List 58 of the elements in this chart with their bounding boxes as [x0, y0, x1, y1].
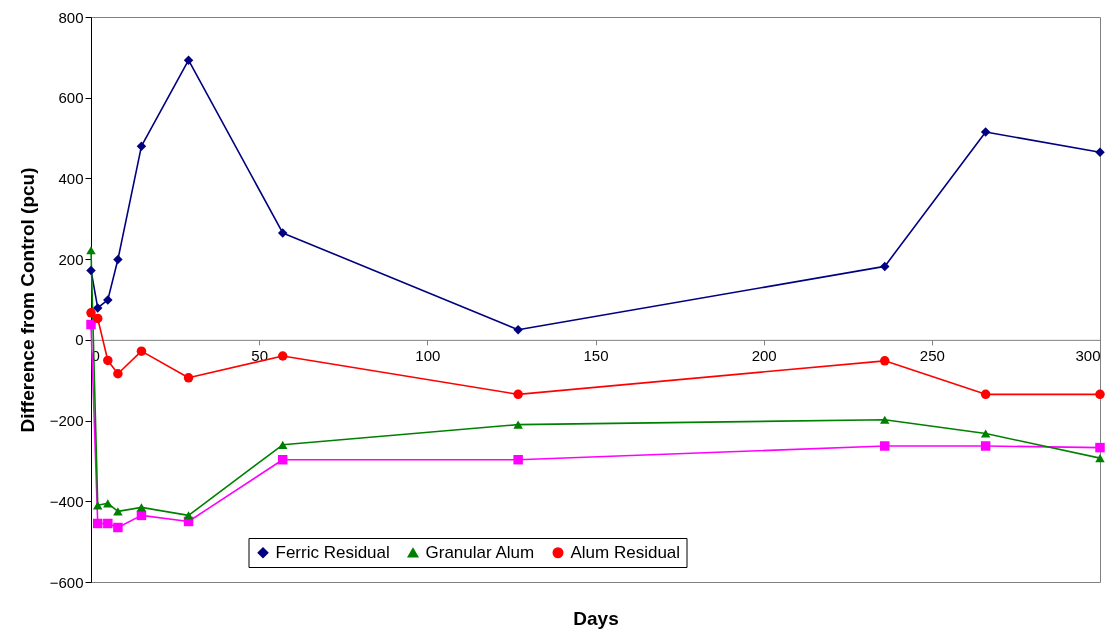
point: [136, 346, 147, 356]
point: [980, 429, 991, 438]
x-tick-label: 100: [415, 347, 441, 365]
point: [980, 127, 991, 137]
point: [103, 295, 113, 305]
point: [880, 415, 890, 424]
x-axis-title: Days: [573, 607, 619, 629]
point: [513, 389, 523, 400]
legend-label: Granular Alum: [425, 542, 535, 562]
y-tick-label: −600: [49, 573, 84, 591]
y-tick-label: 800: [58, 8, 84, 26]
point: [513, 454, 523, 465]
point: [980, 441, 991, 451]
x-tick-label: 150: [583, 347, 609, 365]
point: [86, 246, 96, 255]
y-tick-label: −200: [49, 412, 84, 430]
point: [86, 265, 96, 276]
point: [277, 351, 288, 361]
point: [980, 389, 991, 400]
point: [277, 228, 288, 238]
y-tick-label: −400: [49, 492, 84, 510]
point: [103, 355, 113, 366]
point: [86, 319, 96, 330]
point: [1095, 389, 1105, 400]
point: [277, 454, 288, 465]
point: [113, 522, 123, 533]
point: [92, 313, 103, 324]
point: [136, 503, 147, 512]
y-tick-label: 0: [75, 331, 84, 349]
point: [92, 303, 103, 313]
point: [113, 369, 123, 379]
point: [183, 373, 194, 383]
y-tick-label: 400: [58, 169, 84, 187]
point: [1095, 442, 1105, 453]
y-tick-label: 200: [58, 250, 84, 268]
point: [513, 325, 523, 335]
point: [86, 308, 96, 318]
legend-label: Ferric Residual: [275, 542, 390, 562]
point: [183, 55, 194, 65]
point: [136, 510, 147, 521]
point: [513, 420, 523, 429]
point: [880, 356, 890, 366]
point: [880, 441, 890, 451]
point: [103, 518, 113, 529]
point: [183, 511, 194, 520]
legend-label: Alum Residual: [570, 542, 681, 562]
point: [92, 518, 103, 529]
point: [1095, 454, 1105, 463]
y-tick-label: 600: [58, 89, 84, 107]
point: [277, 440, 288, 449]
x-tick-label: 300: [1075, 347, 1101, 365]
point: [113, 254, 123, 265]
x-tick-label: 250: [919, 347, 945, 365]
point: [880, 261, 890, 272]
y-axis-title: Difference from Control (pcu): [16, 167, 38, 433]
x-tick-label: 200: [751, 347, 777, 365]
point: [103, 499, 113, 508]
point: [136, 141, 147, 151]
